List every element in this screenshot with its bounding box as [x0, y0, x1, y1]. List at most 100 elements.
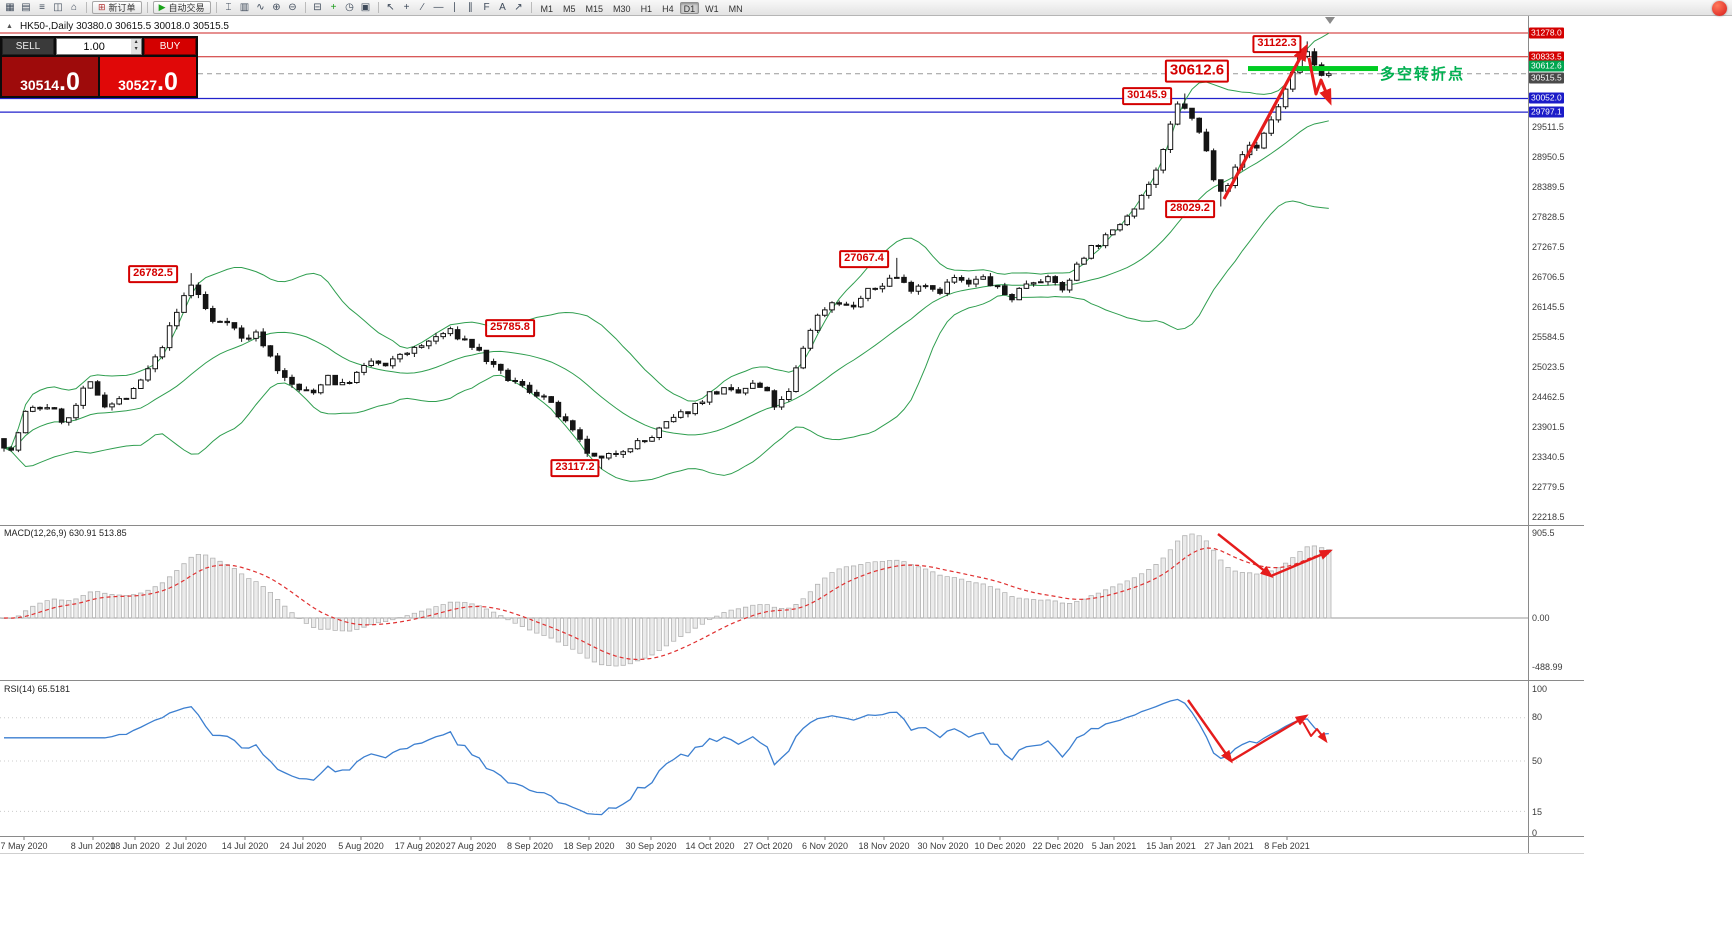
- alert-clock-icon[interactable]: ◷: [345, 2, 354, 13]
- fibonacci-icon[interactable]: F: [483, 2, 490, 13]
- channel-icon[interactable]: ∥: [468, 2, 473, 13]
- main-chart-layer: [0, 32, 1528, 482]
- toolbar-separator: [530, 2, 532, 13]
- price-axis-label: 26706.5: [1532, 272, 1565, 283]
- candlestick-chart-icon[interactable]: ▥: [239, 2, 250, 13]
- price-axis-label: 22218.5: [1532, 511, 1565, 522]
- timeframe-m5-button[interactable]: M5: [563, 3, 576, 14]
- new-chart-icon[interactable]: ▦: [5, 2, 15, 13]
- new-order-button-label: 新订单: [108, 3, 136, 13]
- price-axis-label: 26145.5: [1532, 302, 1565, 313]
- horizontal-line-icon[interactable]: ―: [433, 2, 444, 13]
- date-axis-label: 27 Jan 2021: [1204, 841, 1254, 851]
- sell-price-frac: .0: [59, 68, 80, 96]
- zoom-out-icon[interactable]: ⊖: [288, 2, 297, 13]
- date-axis-label: 24 Jul 2020: [279, 841, 327, 851]
- buy-button[interactable]: BUY: [144, 38, 196, 55]
- price-callout[interactable]: 31122.3: [1252, 35, 1302, 53]
- trend-arrow: [1230, 714, 1309, 763]
- crosshair-icon[interactable]: +: [403, 2, 410, 13]
- tile-windows-icon[interactable]: ⊟: [313, 2, 322, 13]
- buy-price[interactable]: 30527.0: [100, 57, 196, 96]
- autotrading-button-label: 自动交易: [168, 3, 205, 13]
- price-callout[interactable]: 23117.2: [550, 459, 600, 477]
- date-axis-label: 10 Dec 2020: [974, 841, 1026, 851]
- autotrading-button[interactable]: ▶ 自动交易: [152, 1, 211, 14]
- date-axis-label: 18 Nov 2020: [858, 841, 910, 851]
- volume-up-icon[interactable]: ▴: [134, 39, 138, 45]
- timeframe-m30-button[interactable]: M30: [613, 3, 631, 14]
- price-axis-label: 27267.5: [1532, 242, 1565, 253]
- trend-arrow: [1302, 721, 1328, 744]
- macd-indicator-label: MACD(12,26,9) 630.91 513.85: [4, 528, 127, 538]
- collapse-trade-panel-icon[interactable]: ▲: [6, 23, 13, 30]
- price-callout[interactable]: 30612.6: [1164, 59, 1230, 83]
- price-callout[interactable]: 25785.8: [485, 319, 535, 337]
- price-axis-label: 27828.5: [1532, 212, 1565, 223]
- new-order-button[interactable]: ⊞ 新订单: [92, 1, 142, 14]
- macd-axis-label: 0.00: [1532, 613, 1550, 623]
- chart-frame: [0, 16, 1584, 854]
- sell-button[interactable]: SELL: [2, 38, 54, 55]
- zoom-in-icon[interactable]: ⊕: [272, 2, 281, 13]
- macd-layer: [0, 533, 1528, 667]
- price-axis-label: 24462.5: [1532, 392, 1565, 403]
- bar-chart-icon[interactable]: ⌶: [225, 2, 232, 13]
- bollinger-middle-band: [3, 120, 1329, 450]
- trend-arrow: [1270, 549, 1333, 578]
- indicators-add-icon[interactable]: +: [330, 2, 337, 13]
- rsi-axis-label: 50: [1532, 756, 1543, 766]
- trend-arrow: [1307, 57, 1332, 106]
- price-axis-label: 29511.5: [1532, 122, 1564, 133]
- sell-price[interactable]: 30514.0: [2, 57, 98, 96]
- rsi-layer: [0, 698, 1528, 816]
- autotrading-button-icon: ▶: [158, 2, 166, 12]
- data-window-icon[interactable]: ◫: [53, 2, 63, 13]
- date-axis-label: 17 Aug 2020: [394, 841, 446, 851]
- red-circle-badge: [1712, 1, 1727, 16]
- volume-input[interactable]: [57, 39, 132, 54]
- templates-icon[interactable]: ▣: [360, 2, 371, 13]
- market-watch-icon[interactable]: ≡: [39, 2, 45, 13]
- timeframe-w1-button[interactable]: W1: [705, 3, 719, 14]
- price-callout[interactable]: 30145.9: [1122, 87, 1172, 105]
- profiles-icon[interactable]: ▤: [21, 2, 31, 13]
- timeframe-d1-button[interactable]: D1: [679, 1, 700, 14]
- rsi-line: [4, 698, 1329, 816]
- volume-down-icon[interactable]: ▾: [134, 46, 138, 52]
- toolbar-separator: [146, 2, 148, 13]
- date-axis-label: 18 Jun 2020: [110, 841, 160, 851]
- timeframe-m1-button[interactable]: M1: [540, 3, 554, 14]
- timeframe-m15-button[interactable]: M15: [585, 3, 604, 14]
- date-axis-label: 7 May 2020: [0, 841, 48, 851]
- timeframe-mn-button[interactable]: MN: [728, 3, 743, 14]
- volume-input-wrap: ▴ ▾: [56, 38, 142, 55]
- rsi-indicator-label: RSI(14) 65.5181: [4, 684, 71, 694]
- macd-axis-label: -488.99: [1532, 662, 1563, 672]
- cursor-icon[interactable]: ↖: [386, 2, 395, 13]
- price-callout[interactable]: 28029.2: [1165, 200, 1215, 218]
- turning-point-annotation[interactable]: 多空转折点: [1380, 66, 1466, 83]
- text-label-icon[interactable]: A: [499, 2, 506, 13]
- toolbar-separator: [304, 2, 306, 13]
- sell-price-main: 30514: [20, 77, 60, 93]
- timeframe-h1-button[interactable]: H1: [640, 3, 653, 14]
- buy-price-main: 30527: [118, 77, 158, 93]
- symbol-info: ▲ HK50-,Daily 30380.0 30615.5 30018.0 30…: [6, 21, 229, 32]
- price-callout[interactable]: 27067.4: [839, 250, 889, 268]
- date-axis-label: 27 Oct 2020: [743, 841, 793, 851]
- price-callout[interactable]: 26782.5: [128, 265, 178, 283]
- trend-arrow: [1222, 43, 1308, 200]
- line-chart-icon[interactable]: ∿: [256, 2, 265, 13]
- price-axis-label: 25584.5: [1532, 332, 1565, 343]
- symbol-ohlc-text: HK50-,Daily 30380.0 30615.5 30018.0 3051…: [19, 21, 229, 32]
- vertical-line-icon[interactable]: ∣: [452, 2, 457, 13]
- arrow-object-icon[interactable]: ↗: [514, 2, 523, 13]
- timeframe-h4-button[interactable]: H4: [662, 3, 674, 14]
- rsi-axis-label: 15: [1532, 807, 1543, 817]
- main-toolbar: ▦ ▤ ≡ ◫ ⌂ ⊞ 新订单 ▶ 自动交易 ⌶ ▥ ∿ ⊕ ⊖ ⊟ + ◷ ▣ ↖ + ∕ ― ∣ ∥ F A ↗ M1 M5 M15 M…: [0, 0, 1732, 16]
- navigator-icon[interactable]: ⌂: [70, 2, 78, 13]
- candle-wicks: [3, 41, 1330, 469]
- trendline-icon[interactable]: ∕: [421, 2, 424, 13]
